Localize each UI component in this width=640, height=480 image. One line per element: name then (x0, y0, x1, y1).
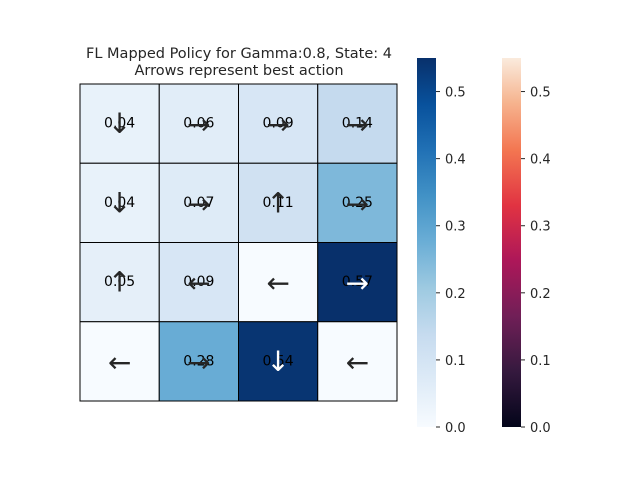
heatmap-cell (317, 83, 398, 164)
cell-value-label: 0.09 (183, 274, 214, 290)
colorbar-rocket (502, 58, 521, 427)
heatmap-cell (79, 162, 160, 243)
policy-arrow-left-icon: ← (187, 267, 210, 300)
cell-value-label: 0.05 (104, 274, 135, 290)
policy-arrow-right-icon: → (346, 187, 369, 220)
policy-arrow-up-icon: ↑ (266, 186, 289, 219)
heatmap-policy-arrows: ↓ → → → ↓ → ↑ → ↑ ← ← → ← → ↓ ← (108, 107, 369, 379)
colorbar-tick-label: 0.2 (445, 287, 466, 302)
heatmap-cell-labels: 0.04 0.06 0.09 0.14 0.04 0.07 0.11 0.25 0.05 0.09… (104, 116, 373, 370)
colorbar-tick-label: 0.4 (445, 153, 466, 168)
policy-arrow-down-icon: ↓ (266, 345, 289, 378)
colorbar-blues (417, 58, 436, 427)
policy-arrow-right-icon: → (187, 108, 210, 141)
heatmap-cell (158, 83, 239, 164)
policy-arrow-left-icon: ← (346, 346, 369, 379)
policy-arrow-right-icon: → (346, 108, 369, 141)
colorbar-tick-label: 0.3 (445, 220, 466, 235)
cell-value-label: 0.11 (263, 195, 294, 211)
heatmap-cell (317, 321, 398, 402)
colorbar-blues-ticks: 0.0 0.1 0.2 0.3 0.4 0.5 (436, 86, 466, 436)
policy-arrow-left-icon: ← (108, 346, 131, 379)
heatmap-cell (317, 242, 398, 323)
colorbar-tick-label: 0.1 (445, 354, 466, 369)
policy-arrow-down-icon: ↓ (108, 186, 131, 219)
colorbar-tick-label: 0.2 (530, 287, 551, 302)
heatmap-cell (158, 321, 239, 402)
cell-value-label: 0.04 (104, 195, 135, 211)
heatmap-cell (158, 242, 239, 323)
cell-value-label: 0.25 (342, 195, 373, 211)
colorbar-tick-label: 0.0 (445, 421, 466, 436)
policy-arrow-right-icon: → (187, 187, 210, 220)
cell-value-label: 0.07 (183, 195, 214, 211)
colorbar-rocket-ticks: 0.0 0.1 0.2 0.3 0.4 0.5 (521, 86, 551, 436)
heatmap-cell (158, 162, 239, 243)
heatmap-cell (79, 321, 160, 402)
colorbar-tick-label: 0.0 (530, 421, 551, 436)
colorbar-tick-label: 0.5 (530, 86, 551, 101)
policy-arrow-up-icon: ↑ (108, 266, 131, 299)
colorbar-tick-label: 0.3 (530, 220, 551, 235)
heatmap-cell (79, 83, 160, 164)
policy-arrow-right-icon: → (187, 346, 210, 379)
colorbar-tick-label: 0.5 (445, 86, 466, 101)
colorbar-tick-label: 0.4 (530, 153, 551, 168)
cell-value-label: 0.04 (104, 116, 135, 132)
chart-subtitle: Arrows represent best action (134, 63, 343, 79)
heatmap-cell (317, 162, 398, 243)
policy-arrow-left-icon: ← (266, 267, 289, 300)
cell-value-label: 0.06 (183, 116, 214, 132)
cell-value-label: 0.09 (263, 116, 294, 132)
chart-title: FL Mapped Policy for Gamma:0.8, State: 4 (86, 46, 392, 62)
heatmap-cell (238, 83, 319, 164)
policy-arrow-right-icon: → (346, 267, 369, 300)
cell-value-label: 0.14 (342, 116, 373, 132)
cell-value-label: 0.54 (263, 353, 294, 369)
cell-value-label: 0.57 (342, 274, 373, 290)
heatmap-cells (79, 83, 398, 402)
cell-value-label: 0.28 (183, 353, 214, 369)
colorbar-tick-label: 0.1 (530, 354, 551, 369)
policy-arrow-down-icon: ↓ (108, 107, 131, 140)
policy-arrow-right-icon: → (266, 108, 289, 141)
